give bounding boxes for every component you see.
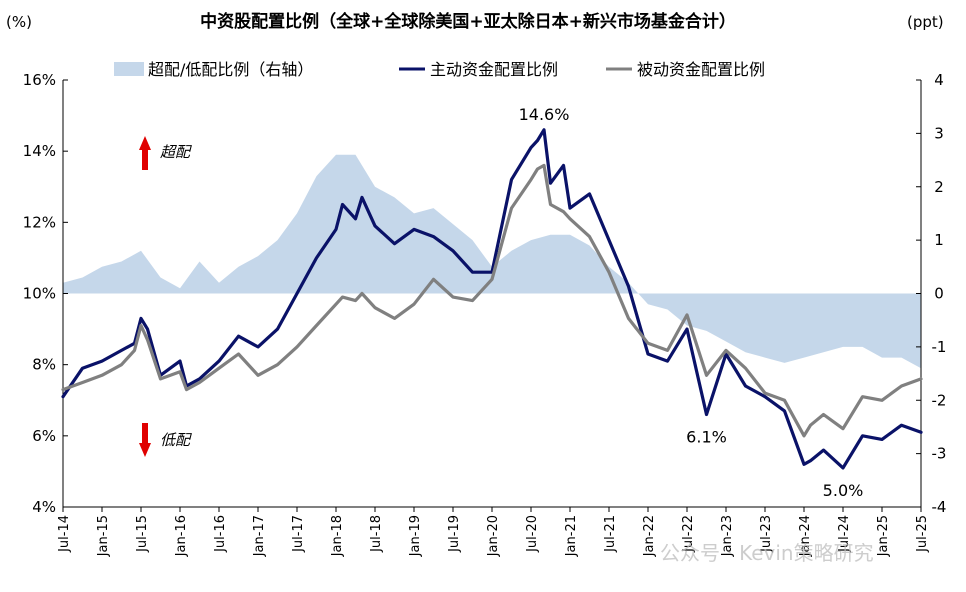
axes (62, 79, 922, 512)
annotations: 14.6% 6.1% 5.0% (519, 105, 864, 500)
active-fund-line (61, 128, 923, 470)
x-tick-label: Jan-17 (252, 515, 267, 557)
overweight-marker: 超配 (139, 136, 192, 170)
right-tick-label: -1 (932, 338, 947, 356)
underweight-label: 低配 (160, 431, 192, 449)
left-tick-label: 16% (23, 71, 56, 89)
left-tick-label: 6% (32, 427, 56, 445)
overweight-area-series (63, 154, 921, 369)
left-tick-label: 10% (23, 285, 56, 303)
x-tick-label: Jan-20 (486, 515, 501, 557)
x-tick-label: Jul-15 (135, 515, 150, 553)
x-tick-label: Jul-21 (603, 515, 618, 553)
x-tick-label: Jan-25 (876, 515, 891, 557)
up-arrow-icon (139, 136, 151, 170)
x-tick-label: Jul-17 (291, 515, 306, 553)
x-tick-label: Jul-14 (57, 515, 72, 553)
legend: 超配/低配比例（右轴） 主动资金配置比例 被动资金配置比例 (114, 60, 765, 79)
x-tick-label: Jan-24 (798, 515, 813, 557)
line-series (61, 128, 923, 470)
overweight-area (63, 154, 921, 369)
right-tick-label: -3 (932, 445, 947, 463)
tick-labels: 4% 6% 8% 10% 12% 14% 16% -4 -3 -2 -1 0 1 2 3 4 Jul-14 Jan… (23, 71, 947, 557)
right-tick-label: 1 (934, 231, 944, 249)
right-tick-label: -2 (932, 391, 947, 409)
right-tick-label: -4 (932, 498, 947, 516)
legend-label-area: 超配/低配比例（右轴） (148, 60, 313, 79)
x-tick-label: Jul-16 (213, 515, 228, 553)
left-tick-label: 12% (23, 213, 56, 231)
x-tick-label: Jul-20 (525, 515, 540, 553)
chart-title: 中资股配置比例（全球+全球除美国+亚太除日本+新兴市场基金合计） (200, 11, 736, 32)
x-tick-label: Jan-16 (174, 515, 189, 557)
data-annotation: 14.6% (519, 105, 570, 124)
x-tick-label: Jan-21 (564, 515, 579, 557)
x-tick-label: Jan-22 (642, 515, 657, 557)
right-tick-label: 0 (934, 285, 944, 303)
passive-fund-line (61, 163, 923, 438)
x-tick-label: Jan-23 (720, 515, 735, 557)
down-arrow-icon (139, 423, 151, 457)
right-tick-label: 3 (934, 124, 944, 142)
right-tick-label: 2 (934, 178, 944, 196)
data-annotation: 5.0% (823, 481, 864, 500)
x-tick-label: Jul-23 (759, 515, 774, 553)
x-tick-label: Jan-19 (408, 515, 423, 557)
x-tick-label: Jul-24 (837, 515, 852, 553)
x-tick-label: Jan-18 (330, 515, 345, 557)
left-tick-label: 4% (32, 498, 56, 516)
data-annotation: 6.1% (686, 427, 727, 446)
left-axis-unit: (%) (6, 13, 32, 31)
left-tick-label: 8% (32, 356, 56, 374)
x-tick-label: Jul-19 (447, 515, 462, 553)
x-tick-label: Jan-15 (96, 515, 111, 557)
legend-label-passive: 被动资金配置比例 (637, 60, 765, 79)
legend-label-active: 主动资金配置比例 (430, 60, 558, 79)
legend-swatch-area (114, 62, 144, 76)
overweight-label: 超配 (160, 143, 192, 161)
left-tick-label: 14% (23, 142, 56, 160)
x-tick-label: Jul-18 (369, 515, 384, 553)
x-tick-label: Jul-25 (915, 515, 930, 553)
underweight-marker: 低配 (139, 423, 192, 457)
right-tick-label: 4 (934, 71, 944, 89)
x-tick-label: Jul-22 (681, 515, 696, 553)
watermark: 公众号 · Kevin策略研究 (660, 541, 874, 565)
right-axis-unit: (ppt) (907, 13, 944, 31)
